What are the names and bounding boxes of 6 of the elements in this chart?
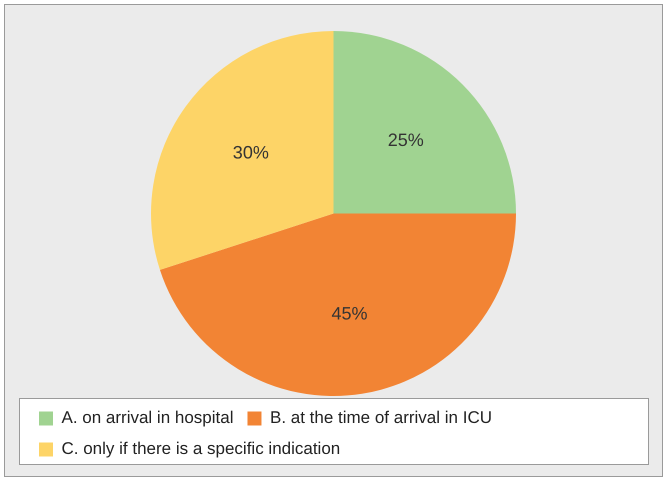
data-label: 25% xyxy=(388,130,424,150)
legend-label: C. only if there is a specific indication xyxy=(62,439,340,458)
data-label: 45% xyxy=(331,303,368,324)
legend-label: A. on arrival in hospital xyxy=(62,408,234,428)
data-label: 30% xyxy=(232,142,269,162)
legend-label: B. at the time of arrival in ICU xyxy=(270,408,492,428)
